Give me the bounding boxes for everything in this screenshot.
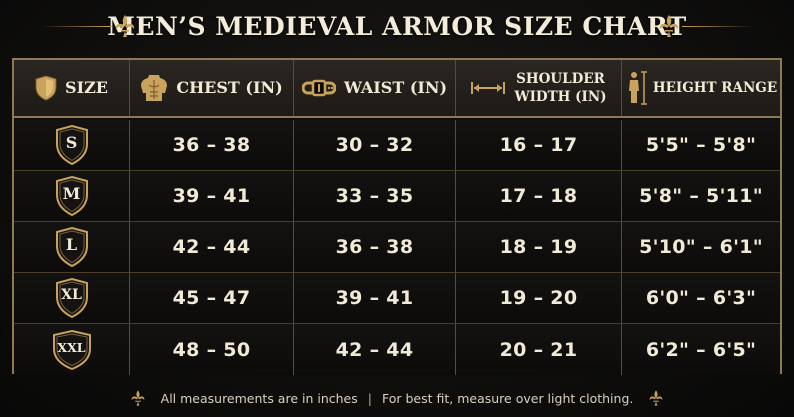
footer-fit-note: For best fit, measure over light clothin… [381,390,634,406]
header-size: SIZE [14,60,130,116]
header-chest: CHEST (IN) [130,60,294,116]
header-shoulder-line1: SHOULDER [516,71,605,87]
shoulder-value: 16 – 17 [499,134,578,156]
table-row: S 36 – 38 30 – 32 16 – 17 5'5" – 5'8" [14,120,780,171]
footer-units-note: All measurements are in inches [160,390,358,406]
waist-cell: 30 – 32 [294,120,456,170]
chest-value: 45 – 47 [172,287,251,309]
table-row: M 39 – 41 33 – 35 17 – 18 5'8" – 5'11" [14,171,780,222]
height-value: 5'10" – 6'1" [639,236,763,258]
height-value: 5'5" – 5'8" [645,134,757,156]
size-label: S [65,133,78,152]
table-row: L 42 – 44 36 – 38 18 – 19 5'10" – 6'1" [14,222,780,273]
size-cell: XXL [14,324,130,375]
size-cell: S [14,120,130,170]
header: MEN’S MEDIEVAL ARMOR SIZE CHART [0,0,794,52]
size-label: M [62,184,81,203]
size-shield-badge: XXL [52,329,92,370]
chest-value: 42 – 44 [172,236,251,258]
shoulder-value: 19 – 20 [499,287,578,309]
shoulder-value: 20 – 21 [499,338,578,361]
chest-cell: 42 – 44 [130,222,294,272]
height-cell: 5'8" – 5'11" [622,171,780,221]
size-label: XL [61,287,82,303]
shoulder-cell: 19 – 20 [456,273,622,323]
size-shield-badge: S [55,125,89,165]
size-label: L [65,235,78,254]
header-waist: WAIST (IN) [294,60,456,116]
header-shoulder-label: SHOULDER WIDTH (IN) [514,70,606,106]
height-figure-icon [625,71,647,105]
title-right-line [682,26,754,27]
header-waist-label: WAIST (IN) [343,78,448,97]
size-cell: XL [14,273,130,323]
size-shield-badge: L [55,227,89,267]
header-height: HEIGHT RANGE [622,60,780,116]
chest-cell: 48 – 50 [130,324,294,375]
waist-value: 33 – 35 [335,185,414,207]
size-chart-table: SIZE CHEST (IN) WAIST (IN) [12,58,782,375]
shoulder-cell: 18 – 19 [456,222,622,272]
chest-value: 48 – 50 [172,338,251,361]
waist-cell: 33 – 35 [294,171,456,221]
height-cell: 5'5" – 5'8" [622,120,780,170]
waist-value: 39 – 41 [335,287,414,309]
height-cell: 5'10" – 6'1" [622,222,780,272]
size-shield-badge: M [55,176,89,216]
width-arrow-icon [470,80,506,96]
fleur-de-lis-icon [131,390,144,406]
waist-cell: 36 – 38 [294,222,456,272]
waist-value: 36 – 38 [335,236,414,258]
shoulder-cell: 16 – 17 [456,120,622,170]
header-shoulder: SHOULDER WIDTH (IN) [456,60,622,116]
table-row: XL 45 – 47 39 – 41 19 – 20 6'0" – 6'3" [14,273,780,324]
header-shoulder-line2: WIDTH (IN) [514,89,607,105]
waist-value: 42 – 44 [335,338,414,361]
page-title: MEN’S MEDIEVAL ARMOR SIZE CHART [107,11,687,41]
footer-separator: | [367,390,372,406]
header-height-label: HEIGHT RANGE [652,80,778,96]
height-value: 6'2" – 6'5" [645,338,757,361]
shoulder-value: 18 – 19 [499,236,578,258]
title-left-line [40,26,112,27]
chest-value: 36 – 38 [172,134,251,156]
shoulder-cell: 20 – 21 [456,324,622,375]
footer-note: All measurements are in inches | For bes… [0,386,794,410]
size-cell: M [14,171,130,221]
header-size-label: SIZE [65,78,108,97]
shoulder-cell: 17 – 18 [456,171,622,221]
torso-icon [140,73,168,103]
chest-cell: 39 – 41 [130,171,294,221]
height-cell: 6'2" – 6'5" [622,324,780,375]
waist-cell: 39 – 41 [294,273,456,323]
belt-icon [301,78,336,98]
height-cell: 6'0" – 6'3" [622,273,780,323]
height-value: 5'8" – 5'11" [639,185,763,207]
table-row: XXL 48 – 50 42 – 44 20 – 21 6'2" – 6'5" [14,324,780,375]
waist-cell: 42 – 44 [294,324,456,375]
size-cell: L [14,222,130,272]
chest-value: 39 – 41 [172,185,251,207]
size-label: XXL [57,339,86,355]
chest-cell: 36 – 38 [130,120,294,170]
waist-value: 30 – 32 [335,134,414,156]
shoulder-value: 17 – 18 [499,185,578,207]
table-header-row: SIZE CHEST (IN) WAIST (IN) [14,60,780,118]
chest-cell: 45 – 47 [130,273,294,323]
shield-icon [35,75,57,101]
fleur-de-lis-icon [659,15,679,37]
fleur-de-lis-icon [115,15,135,37]
height-value: 6'0" – 6'3" [645,287,757,309]
fleur-de-lis-icon [650,390,663,406]
header-chest-label: CHEST (IN) [176,78,283,97]
size-shield-badge: XL [55,278,89,318]
